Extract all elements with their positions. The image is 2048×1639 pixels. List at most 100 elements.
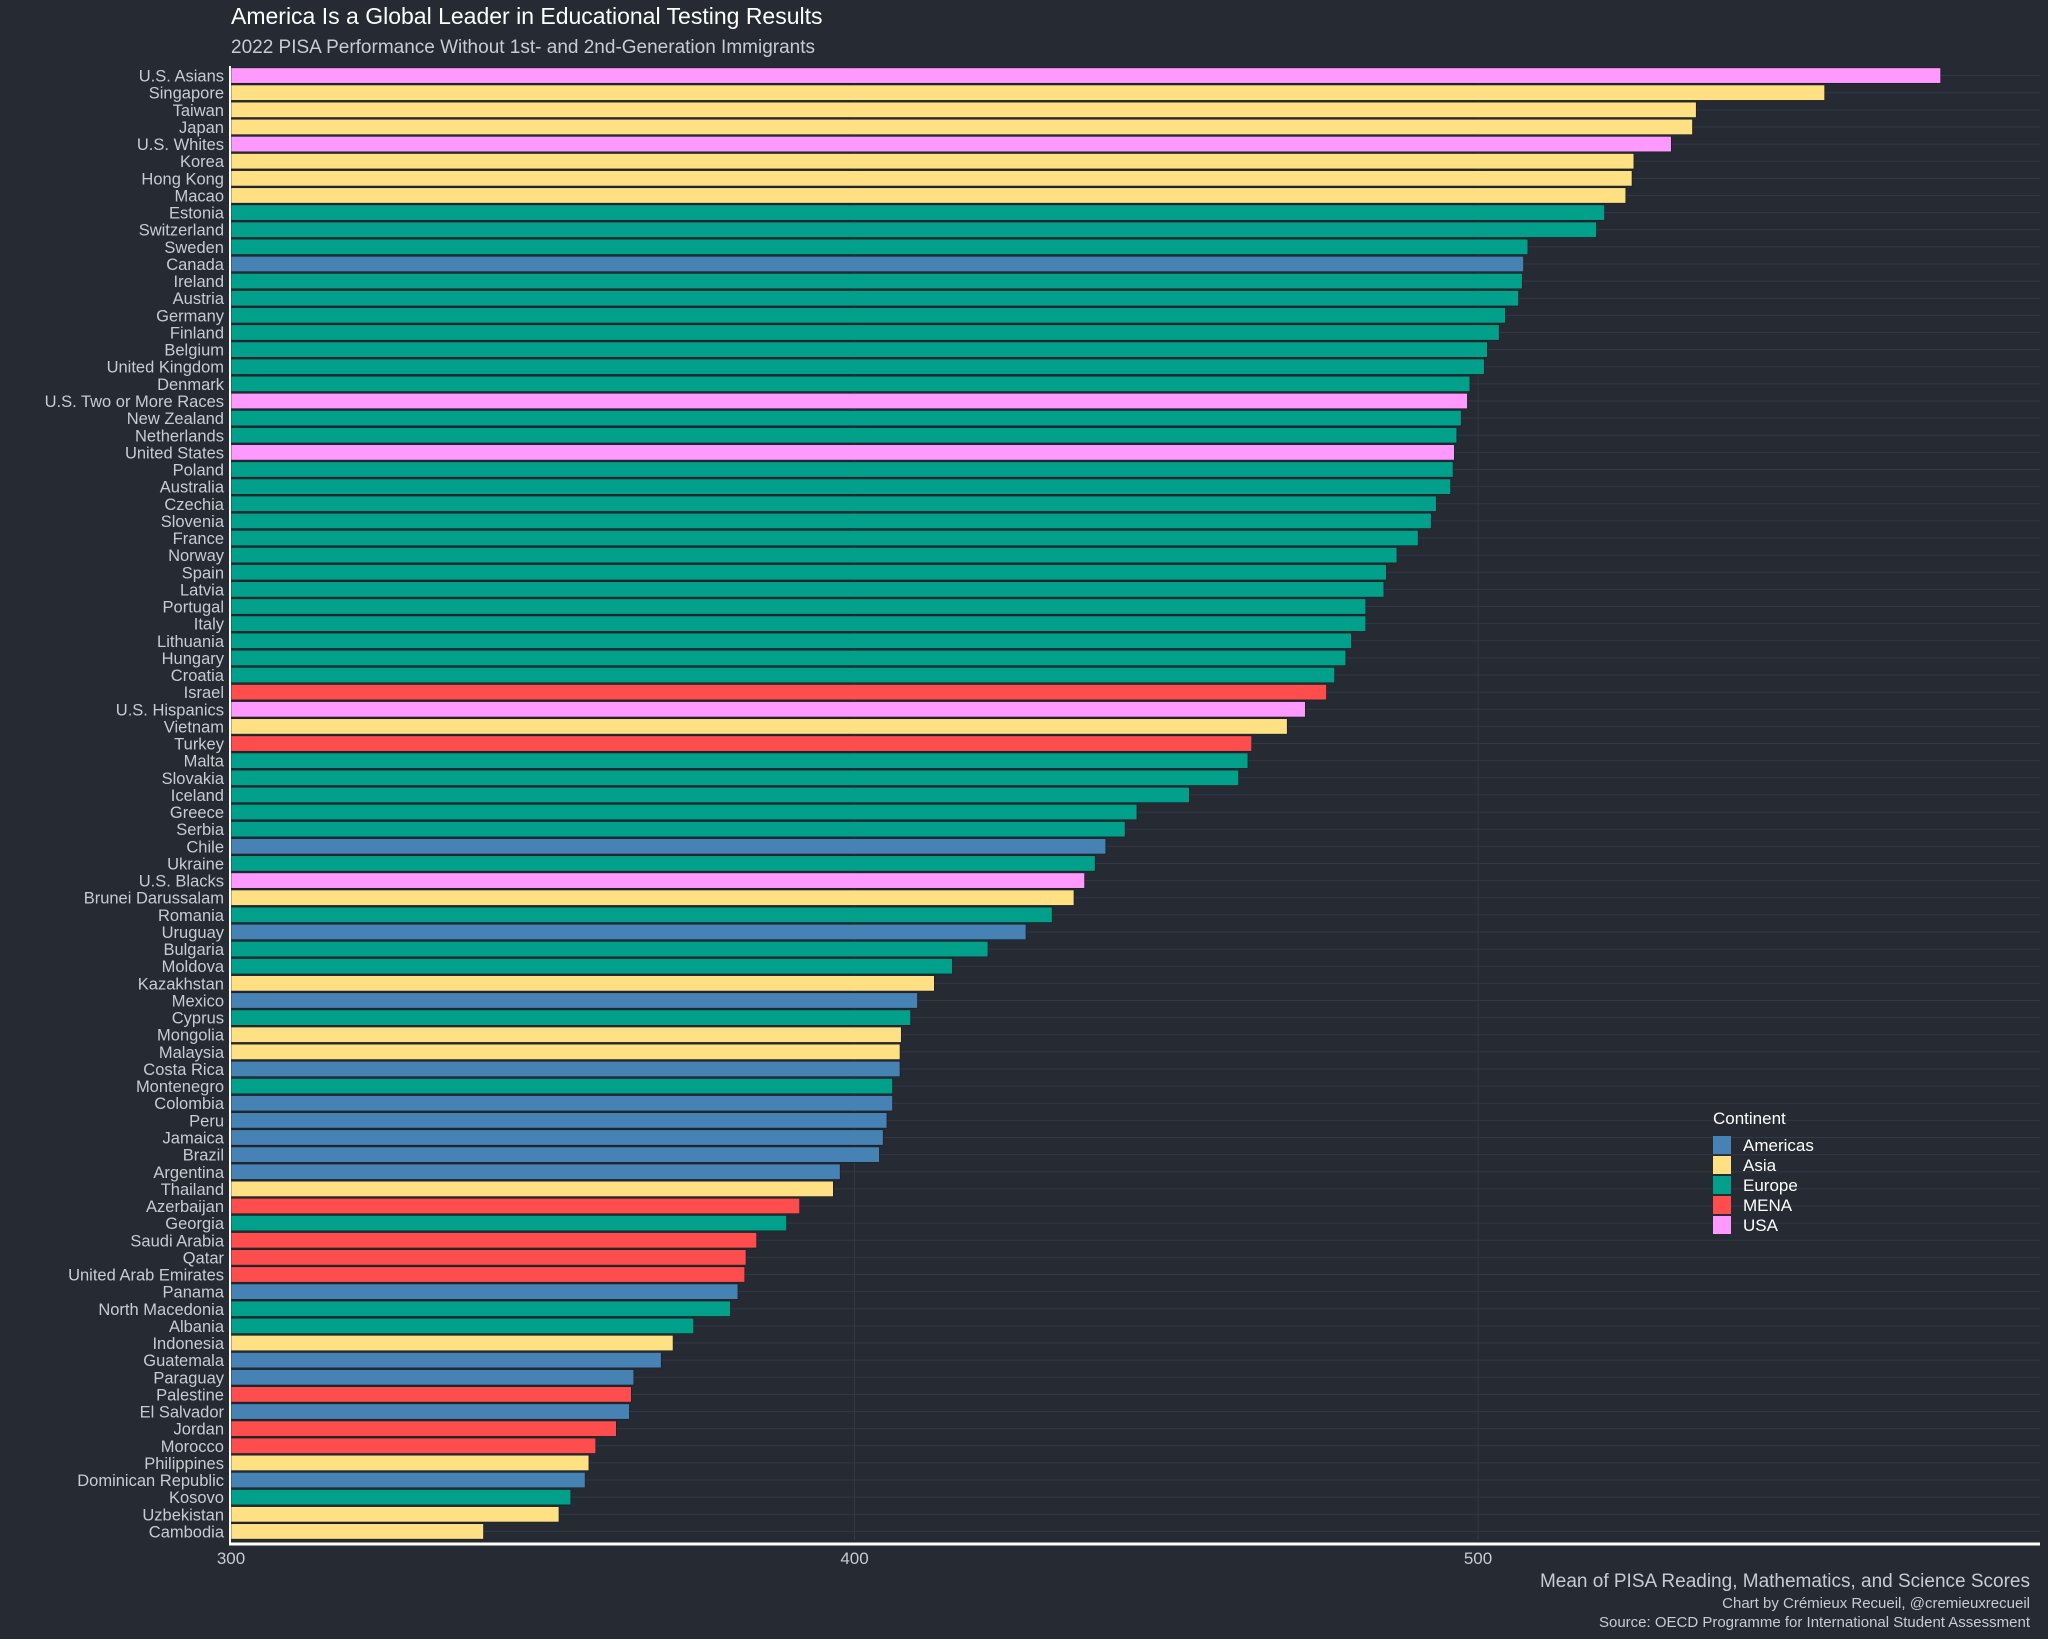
bar-peru [230,1112,888,1129]
y-tick-label: U.S. Asians [139,68,224,86]
bar-finland [230,324,1500,341]
y-tick-label: Iceland [171,787,224,805]
y-tick-label: Azerbaijan [146,1198,224,1216]
y-tick-label: Albania [169,1318,225,1336]
caption-source: Source: OECD Programme for International… [1599,1614,2031,1631]
bar-iceland [230,786,1190,803]
y-tick-label: Brunei Darussalam [84,890,224,908]
legend-label: MENA [1743,1196,1793,1215]
bar-cyprus [230,1009,911,1026]
y-tick-label: Kosovo [169,1489,224,1507]
bar-romania [230,906,1053,923]
y-tick-label: Mongolia [157,1027,225,1045]
y-tick-label: Croatia [171,667,225,685]
y-tick-label: Netherlands [135,427,224,445]
bar-norway [230,547,1398,564]
y-tick-label: Poland [173,462,224,480]
y-tick-label: Palestine [156,1386,224,1404]
y-tick-label: Slovakia [162,770,225,788]
bar-macao [230,187,1627,204]
legend-swatch-asia [1713,1156,1731,1174]
bar-singapore [230,84,1825,101]
bar-thailand [230,1180,834,1197]
y-tick-label: United Kingdom [107,359,224,377]
y-tick-label: Morocco [161,1438,224,1456]
y-tick-label: Korea [180,153,225,171]
y-tick-label: Australia [160,479,225,497]
bar-montenegro [230,1078,893,1095]
caption-author: Chart by Crémieux Recueil, @cremieuxrecu… [1722,1595,2030,1612]
y-tick-label: Malta [184,753,225,771]
bar-saudi-arabia [230,1232,757,1249]
y-tick-label: New Zealand [127,410,224,428]
y-tick-label: Sweden [164,239,224,257]
y-tick-label: Belgium [164,342,224,360]
y-tick-label: Dominican Republic [77,1472,224,1490]
bar-indonesia [230,1335,674,1352]
y-tick-label: Qatar [183,1249,225,1267]
legend-label: Asia [1743,1156,1777,1175]
y-tick-label: Bulgaria [163,941,224,959]
y-tick-label: United States [125,444,224,462]
y-tick-label: Uruguay [162,924,225,942]
legend-swatch-europe [1713,1176,1731,1194]
y-tick-label: Hong Kong [141,170,224,188]
bar-hungary [230,649,1347,666]
bar-poland [230,461,1454,478]
y-tick-label: Canada [166,256,225,274]
bar-palestine [230,1386,632,1403]
bar-kosovo [230,1489,572,1506]
bar-greece [230,804,1138,821]
y-tick-label: Latvia [180,581,225,599]
y-tick-label: Lithuania [157,633,225,651]
legend-label: Europe [1743,1176,1798,1195]
y-tick-label: Malaysia [159,1044,225,1062]
y-tick-label: Uzbekistan [142,1506,224,1524]
bar-georgia [230,1215,787,1232]
bar-korea [230,153,1635,170]
bar-moldova [230,958,953,975]
y-tick-label: Colombia [154,1095,225,1113]
bar-u-s-blacks [230,872,1085,889]
bar-mexico [230,992,918,1009]
y-tick-label: Switzerland [139,222,224,240]
bar-mongolia [230,1026,902,1043]
bar-sweden [230,238,1529,255]
y-tick-label: Ireland [174,273,224,291]
legend-swatch-mena [1713,1196,1731,1214]
y-tick-label: North Macedonia [98,1301,224,1319]
bar-uruguay [230,923,1027,940]
y-tick-label: Austria [173,290,225,308]
legend-swatch-usa [1713,1216,1731,1234]
bar-spain [230,564,1387,581]
y-tick-label: Spain [182,564,224,582]
bar-u-s-whites [230,136,1672,153]
bar-brazil [230,1146,880,1163]
bar-slovakia [230,769,1239,786]
y-tick-label: Romania [158,907,225,925]
bar-morocco [230,1437,597,1454]
y-tick-label: U.S. Hispanics [116,701,224,719]
y-tick-label: Norway [168,547,225,565]
bar-slovenia [230,512,1432,529]
y-tick-label: Brazil [183,1147,224,1165]
y-tick-label: Turkey [174,736,225,754]
y-tick-label: United Arab Emirates [68,1267,224,1285]
bar-latvia [230,581,1385,598]
bar-ukraine [230,855,1096,872]
bar-canada [230,255,1524,272]
bar-ireland [230,273,1523,290]
y-tick-label: Singapore [149,85,224,103]
y-tick-label: Jordan [174,1421,224,1439]
bar-taiwan [230,101,1697,118]
bar-switzerland [230,221,1597,238]
bar-portugal [230,598,1367,615]
legend-swatch-americas [1713,1136,1731,1154]
bar-israel [230,684,1327,701]
bar-turkey [230,735,1252,752]
bar-bulgaria [230,941,989,958]
bar-philippines [230,1454,590,1471]
